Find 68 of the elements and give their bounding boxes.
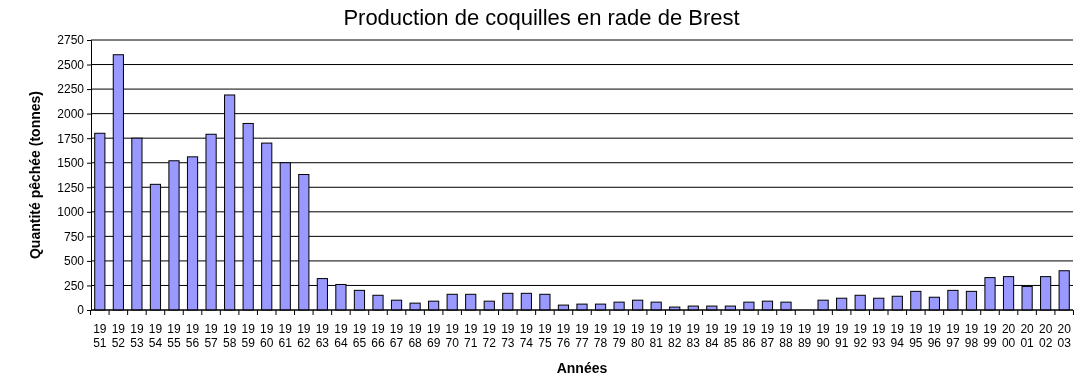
x-tick-label: 1962 bbox=[297, 322, 311, 350]
x-tick-label: 2003 bbox=[1057, 322, 1072, 350]
x-tick-label: 2000 bbox=[1001, 322, 1016, 350]
x-tick-label: 1972 bbox=[482, 322, 497, 350]
x-tick-label: 1988 bbox=[779, 322, 793, 350]
x-tick-label: 1969 bbox=[426, 322, 441, 350]
x-tick-label: 1963 bbox=[315, 322, 330, 350]
x-tick-label: 1961 bbox=[278, 322, 293, 350]
x-tick-label: 1958 bbox=[222, 322, 237, 350]
x-tick-label: 1983 bbox=[686, 322, 701, 350]
x-tick-label: 1981 bbox=[649, 322, 664, 350]
x-tick-label: 1952 bbox=[111, 322, 126, 350]
x-tick-label: 1973 bbox=[501, 322, 515, 350]
x-tick-label: 1980 bbox=[630, 322, 645, 350]
x-tick-label: 1966 bbox=[371, 322, 385, 350]
x-tick-label: 1992 bbox=[853, 322, 868, 350]
x-tick-label: 1986 bbox=[742, 322, 756, 350]
x-tick-label: 1979 bbox=[612, 322, 627, 350]
x-tick-label: 1997 bbox=[946, 322, 960, 350]
x-tick-label: 1996 bbox=[927, 322, 942, 350]
x-tick-label: 1989 bbox=[797, 322, 812, 350]
x-tick-label: 1999 bbox=[983, 322, 997, 350]
x-tick-label: 1978 bbox=[593, 322, 608, 350]
y-tick-label: 1750 bbox=[57, 131, 85, 146]
x-tick-label: 1990 bbox=[816, 322, 831, 350]
x-tick-label: 1976 bbox=[556, 322, 571, 350]
x-tick-label: 1982 bbox=[668, 322, 682, 350]
y-axis-title: Quantité pêchée (tonnes) bbox=[27, 90, 43, 260]
x-tick-label: 1968 bbox=[408, 322, 423, 350]
x-tick-label: 1993 bbox=[872, 322, 886, 350]
y-tick-label: 2500 bbox=[57, 57, 85, 72]
chart-title: Production de coquilles en rade de Brest bbox=[343, 5, 740, 30]
y-tick-label: 2000 bbox=[57, 106, 85, 121]
y-tick-label: 1250 bbox=[57, 180, 85, 195]
x-tick-label: 1998 bbox=[964, 322, 979, 350]
y-tick-label: 1000 bbox=[57, 205, 85, 220]
y-tick-label: 2250 bbox=[57, 82, 85, 97]
x-tick-label: 1964 bbox=[334, 322, 348, 350]
x-tick-label: 2002 bbox=[1038, 322, 1053, 350]
x-tick-label: 1967 bbox=[389, 322, 404, 350]
x-tick-label: 1974 bbox=[519, 322, 534, 350]
y-tick-label: 1500 bbox=[57, 156, 85, 171]
x-tick-label: 1957 bbox=[204, 322, 219, 350]
x-axis-title: Années bbox=[556, 360, 608, 376]
y-tick-label: 500 bbox=[63, 254, 85, 269]
x-tick-label: 1954 bbox=[148, 322, 163, 350]
y-tick-label: 750 bbox=[63, 229, 85, 244]
x-tick-label: 1956 bbox=[185, 322, 200, 350]
x-tick-label: 1985 bbox=[723, 322, 738, 350]
x-tick-label: 1987 bbox=[760, 322, 775, 350]
x-tick-label: 1995 bbox=[909, 322, 923, 350]
x-tick-label: 1971 bbox=[464, 322, 478, 350]
y-tick-label: 2750 bbox=[57, 33, 85, 48]
x-tick-label: 1991 bbox=[834, 322, 849, 350]
x-tick-label: 1977 bbox=[575, 322, 589, 350]
x-tick-label: 1965 bbox=[352, 322, 367, 350]
x-tick-label: 1960 bbox=[260, 322, 274, 350]
x-tick-label: 1984 bbox=[705, 322, 719, 350]
x-tick-label: 1955 bbox=[167, 322, 181, 350]
x-tick-label: 1975 bbox=[538, 322, 552, 350]
x-tick-label: 1959 bbox=[241, 322, 256, 350]
y-tick-label: 250 bbox=[63, 278, 85, 293]
x-tick-label: 1953 bbox=[130, 322, 144, 350]
x-tick-label: 1951 bbox=[93, 322, 107, 350]
x-tick-label: 1994 bbox=[890, 322, 905, 350]
x-tick-label: 1970 bbox=[445, 322, 460, 350]
y-tick-label: 0 bbox=[77, 303, 85, 318]
x-tick-label: 2001 bbox=[1020, 322, 1035, 350]
